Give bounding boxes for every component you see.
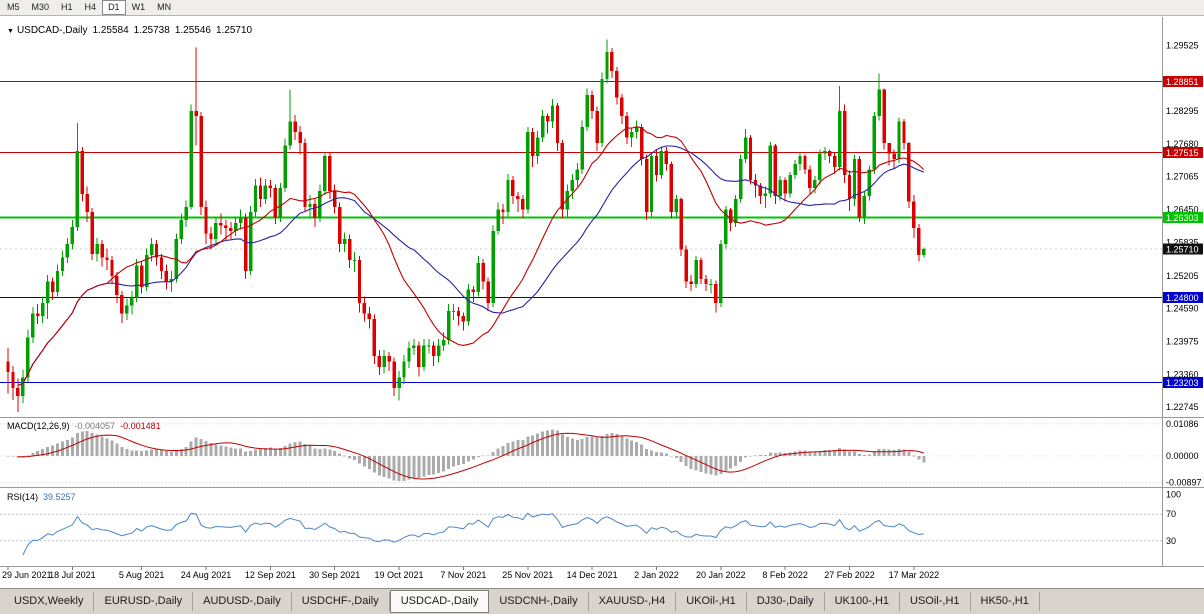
tab-xauusd[interactable]: XAUUSD-,H4 xyxy=(589,592,677,611)
svg-text:1.22745: 1.22745 xyxy=(1166,402,1199,412)
macd-name: MACD(12,26,9) xyxy=(7,421,70,431)
svg-text:1.23975: 1.23975 xyxy=(1166,337,1199,347)
rsi-value: 39.5257 xyxy=(43,492,76,502)
tab-usdcad[interactable]: USDCAD-,Daily xyxy=(389,590,490,613)
tab-usdx[interactable]: USDX,Weekly xyxy=(4,592,95,611)
svg-text:5 Aug 2021: 5 Aug 2021 xyxy=(119,570,165,580)
level-lines xyxy=(0,80,1162,384)
svg-text:12 Sep 2021: 12 Sep 2021 xyxy=(245,570,296,580)
timeframe-h4-button[interactable]: H4 xyxy=(84,2,97,12)
tab-usoil[interactable]: USOil-,H1 xyxy=(900,592,971,611)
svg-text:1.24800: 1.24800 xyxy=(1166,293,1199,303)
chart-canvas[interactable]: 1.29525 1.28295 1.27680 1.27065 1.26450 1.258… xyxy=(0,16,1204,588)
svg-text:19 Oct 2021: 19 Oct 2021 xyxy=(375,570,424,580)
svg-text:1.23203: 1.23203 xyxy=(1166,378,1199,388)
chart-tabs-bar: USDX,Weekly EURUSD-,Daily AUDUSD-,Daily … xyxy=(0,588,1204,614)
svg-text:1.25205: 1.25205 xyxy=(1166,271,1199,281)
svg-text:27 Feb 2022: 27 Feb 2022 xyxy=(824,570,875,580)
svg-text:25 Nov 2021: 25 Nov 2021 xyxy=(502,570,553,580)
timeframe-w1-button[interactable]: W1 xyxy=(131,2,146,12)
ohlc-close: 1.25710 xyxy=(215,25,253,36)
ohlc-low: 1.25546 xyxy=(174,25,211,36)
svg-text:70: 70 xyxy=(1166,509,1176,519)
svg-text:20 Jan 2022: 20 Jan 2022 xyxy=(696,570,746,580)
svg-text:1.28851: 1.28851 xyxy=(1166,77,1199,87)
chart-dropdown-icon[interactable]: ▼ xyxy=(7,28,14,35)
svg-text:7 Nov 2021: 7 Nov 2021 xyxy=(440,570,486,580)
svg-text:1.28295: 1.28295 xyxy=(1166,106,1199,116)
svg-text:14 Dec 2021: 14 Dec 2021 xyxy=(567,570,618,580)
svg-text:1.27065: 1.27065 xyxy=(1166,172,1199,182)
svg-text:1.29525: 1.29525 xyxy=(1166,41,1199,51)
ohlc-high: 1.25738 xyxy=(133,25,170,36)
tab-dj30[interactable]: DJ30-,Daily xyxy=(747,592,825,611)
svg-text:1.27515: 1.27515 xyxy=(1166,148,1199,158)
macd-value-main: -0.004057 xyxy=(74,421,116,431)
tab-audusd[interactable]: AUDUSD-,Daily xyxy=(193,592,292,611)
svg-text:17 Mar 2022: 17 Mar 2022 xyxy=(889,570,940,580)
svg-text:-0.00897: -0.00897 xyxy=(1166,477,1202,487)
tab-eurusd[interactable]: EURUSD-,Daily xyxy=(94,592,194,611)
tab-hk50[interactable]: HK50-,H1 xyxy=(971,592,1040,611)
macd-pane xyxy=(0,423,1162,483)
svg-text:29 Jun 2021: 29 Jun 2021 xyxy=(2,570,52,580)
candles xyxy=(6,39,926,413)
tab-uk100[interactable]: UK100-,H1 xyxy=(825,592,901,611)
timeframe-m5-button[interactable]: M5 xyxy=(7,2,20,12)
timeframe-h1-button[interactable]: H1 xyxy=(61,2,73,12)
macd-value-signal: -0.001481 xyxy=(120,421,161,431)
tab-usdcnh[interactable]: USDCNH-,Daily xyxy=(489,592,589,611)
svg-text:0.00000: 0.00000 xyxy=(1166,451,1199,461)
svg-text:18 Jul 2021: 18 Jul 2021 xyxy=(49,570,96,580)
svg-text:100: 100 xyxy=(1166,489,1181,499)
svg-text:0.01086: 0.01086 xyxy=(1166,419,1199,429)
svg-text:1.23360: 1.23360 xyxy=(1166,369,1199,379)
svg-text:8 Feb 2022: 8 Feb 2022 xyxy=(762,570,808,580)
svg-text:1.25835: 1.25835 xyxy=(1166,237,1199,247)
chart-symbol-label: USDCAD-,Daily xyxy=(16,25,88,36)
rsi-name: RSI(14) xyxy=(7,492,39,502)
price-axis[interactable]: 1.29525 1.28295 1.27680 1.27065 1.26450 1.258… xyxy=(1163,41,1203,546)
rsi-indicator-label: RSI(14) 39.5257 xyxy=(7,492,81,502)
pane-separators xyxy=(0,17,1204,567)
rsi-pane xyxy=(0,512,1162,556)
tab-ukoil[interactable]: UKOil-,H1 xyxy=(676,592,747,611)
timeframe-mn-button[interactable]: MN xyxy=(157,2,172,12)
svg-text:2 Jan 2022: 2 Jan 2022 xyxy=(634,570,679,580)
timeframe-m30-button[interactable]: M30 xyxy=(31,2,50,12)
timeframe-d1-button[interactable]: D1 xyxy=(102,0,126,15)
chart-ohlc-header: ▼ USDCAD-,Daily 1.25584 1.25738 1.25546 1.257… xyxy=(7,25,257,36)
ohlc-open: 1.25584 xyxy=(92,25,129,36)
ma-fast-line xyxy=(17,126,925,387)
svg-text:1.27680: 1.27680 xyxy=(1166,139,1199,149)
macd-indicator-label: MACD(12,26,9) -0.004057 -0.001481 xyxy=(7,421,166,431)
svg-text:24 Aug 2021: 24 Aug 2021 xyxy=(181,570,232,580)
svg-text:1.26450: 1.26450 xyxy=(1166,205,1199,215)
timeframe-toolbar: M5 M30 H1 H4 D1 W1 MN xyxy=(0,0,1204,16)
svg-text:30 Sep 2021: 30 Sep 2021 xyxy=(309,570,360,580)
svg-text:1.24590: 1.24590 xyxy=(1166,304,1199,314)
svg-text:30: 30 xyxy=(1166,536,1176,546)
svg-text:1.26303: 1.26303 xyxy=(1166,213,1199,223)
tab-usdchf[interactable]: USDCHF-,Daily xyxy=(292,592,390,611)
svg-text:1.25710: 1.25710 xyxy=(1166,245,1199,255)
chart-area[interactable]: 1.29525 1.28295 1.27680 1.27065 1.26450 1.258… xyxy=(0,16,1204,588)
ma-slow-line xyxy=(17,145,924,387)
